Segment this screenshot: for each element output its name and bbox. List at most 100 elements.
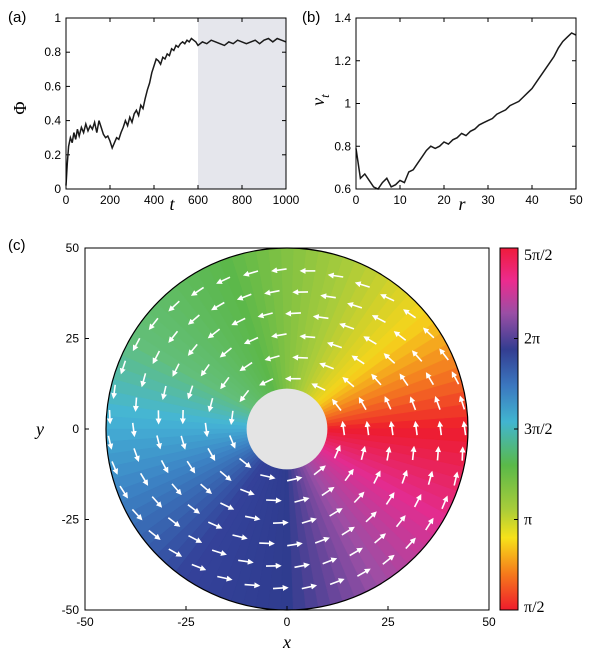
velocity-arrow (347, 302, 363, 309)
panel-b-ytick-label: 0.8 (334, 139, 351, 153)
velocity-arrow (405, 537, 416, 550)
velocity-arrow (384, 396, 392, 410)
colorbar-ticks: 5π/2 2π 3π/2 π π/2 (514, 247, 553, 616)
velocity-arrow (188, 534, 203, 543)
velocity-arrow (264, 355, 280, 362)
velocity-arrow (172, 363, 180, 377)
panel-a-xlabel: t (169, 194, 175, 214)
velocity-arrow (239, 389, 250, 403)
velocity-arrows (106, 267, 468, 591)
velocity-arrow (322, 557, 338, 565)
panel-a-xtick-label: 1000 (273, 193, 300, 207)
velocity-arrow (264, 289, 280, 296)
velocity-arrow (383, 353, 396, 364)
velocity-arrow (190, 286, 205, 296)
panel-b: 0.6 0.8 1 1.2 1.4 0 10 20 30 40 50 (334, 11, 583, 207)
velocity-arrow (353, 491, 365, 504)
panel-c-xlabel: x (282, 632, 291, 652)
velocity-arrow (395, 515, 406, 528)
velocity-arrow (339, 322, 355, 330)
velocity-arrow (132, 397, 139, 412)
panel-a-frame (65, 17, 287, 190)
velocity-arrow (219, 470, 232, 481)
panel-a-shaded-region (198, 18, 286, 189)
velocity-arrow (200, 363, 210, 377)
velocity-arrow (388, 420, 395, 436)
velocity-arrow (187, 504, 200, 514)
velocity-arrow (133, 448, 140, 462)
velocity-arrow (238, 558, 254, 565)
velocity-arrow (167, 517, 181, 527)
velocity-arrow (364, 420, 371, 436)
velocity-arrow (439, 348, 449, 361)
velocity-arrow (240, 488, 255, 496)
velocity-arrow (354, 281, 370, 288)
panel-c-ylabel: y (34, 419, 44, 439)
panel-a-xtick-label: 0 (63, 193, 70, 207)
panel-a-ytick-label: 0.6 (44, 79, 61, 93)
velocity-arrow (380, 294, 395, 302)
velocity-arrow (187, 385, 194, 400)
velocity-arrow (363, 336, 377, 345)
panel-c-xtick-label: -25 (177, 615, 195, 629)
velocity-arrow (207, 397, 214, 413)
velocity-arrow (132, 337, 141, 352)
velocity-arrow (409, 396, 417, 411)
velocity-arrow (107, 435, 114, 450)
velocity-arrow (461, 420, 468, 436)
velocity-arrow (207, 328, 221, 339)
velocity-arrow (207, 521, 223, 529)
panel-a-series-line (65, 37, 287, 186)
velocity-arrow (357, 568, 371, 577)
velocity-arrow (294, 496, 310, 503)
velocity-arrow (220, 502, 235, 510)
colorbar-tick-label: π (524, 512, 532, 529)
panel-a-ytick-label: 0.4 (44, 114, 61, 128)
velocity-arrow (342, 377, 355, 388)
velocity-arrow (385, 492, 395, 505)
velocity-arrow (411, 350, 423, 362)
panel-b-ytick-label: 1.2 (334, 54, 351, 68)
velocity-arrow (131, 508, 143, 521)
velocity-arrow (106, 409, 113, 425)
velocity-arrow (211, 549, 227, 556)
velocity-arrow (401, 469, 408, 484)
velocity-arrow (168, 548, 183, 557)
velocity-arrow (329, 578, 345, 586)
velocity-arrow (160, 460, 169, 474)
panel-b-label: (b) (302, 9, 320, 26)
phase-sector (286, 427, 468, 444)
velocity-arrow (427, 470, 434, 485)
velocity-arrow (410, 445, 417, 461)
velocity-arrow (203, 422, 210, 438)
velocity-arrow (111, 461, 119, 475)
velocity-arrow (331, 398, 342, 411)
velocity-arrow (413, 420, 419, 436)
panel-b-frame (355, 17, 577, 190)
velocity-arrow (301, 517, 317, 524)
velocity-arrow (257, 312, 273, 319)
velocity-arrow (156, 435, 162, 450)
panel-b-xtick-label: 20 (437, 193, 451, 207)
velocity-arrow (161, 385, 167, 400)
velocity-arrow (349, 547, 363, 557)
panel-c-ytick-label: 0 (72, 422, 79, 436)
velocity-arrow (239, 457, 252, 468)
velocity-arrow (239, 361, 253, 372)
velocity-arrow (422, 327, 435, 339)
panel-c-ytick-label: -50 (62, 603, 80, 617)
velocity-arrow (244, 515, 261, 522)
velocity-arrow (272, 519, 289, 526)
panel-b-xtick-label: 40 (525, 193, 539, 207)
velocity-arrow (382, 554, 395, 565)
velocity-arrow (168, 330, 179, 343)
velocity-arrow (243, 336, 259, 345)
velocity-arrow (399, 373, 409, 387)
velocity-arrow (344, 468, 354, 482)
velocity-arrow (459, 446, 466, 461)
velocity-arrow (180, 435, 187, 450)
velocity-arrow (285, 310, 301, 317)
velocity-arrow (320, 293, 336, 300)
velocity-arrow (314, 536, 330, 544)
velocity-arrow (341, 526, 355, 536)
